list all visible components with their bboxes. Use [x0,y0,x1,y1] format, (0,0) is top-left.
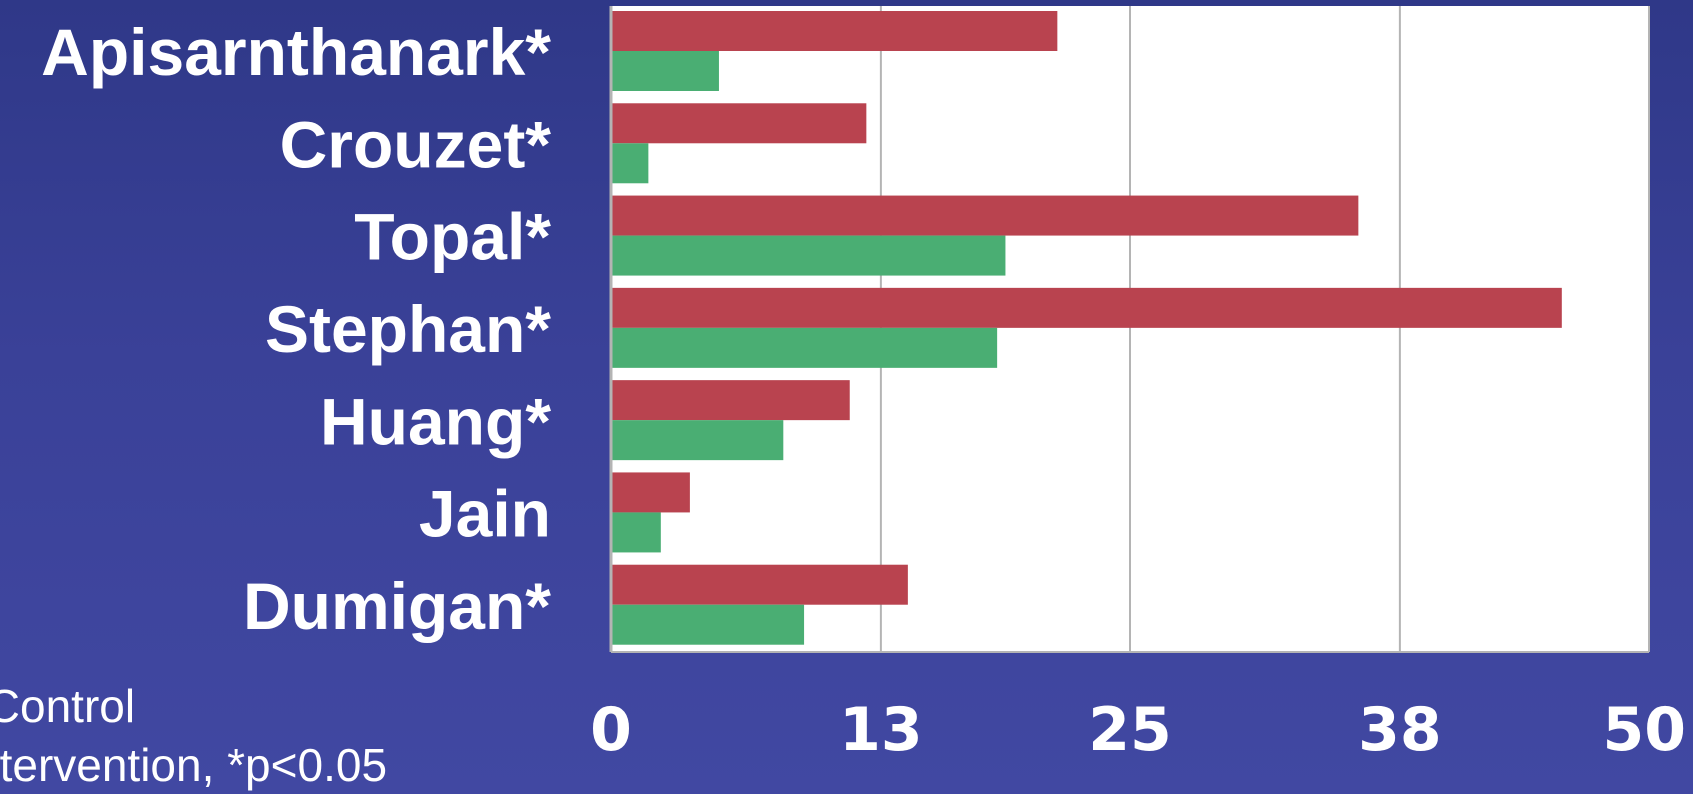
gridlines [879,6,1650,652]
x-tick-label: 38 [1358,695,1442,765]
category-label: Topal* [354,200,551,274]
bar-series-2 [611,235,1006,276]
category-labels: Apisarnthanark* Crouzet* Topal* Stephan* Hua… [41,15,551,643]
bar-series-1 [611,287,1562,328]
category-label: Apisarnthanark* [41,15,551,89]
bar-series-2 [611,420,784,461]
bar-series-1 [611,380,850,421]
bar-series-1 [611,103,867,144]
bar-series-2 [611,512,661,553]
bar-series-1 [611,472,690,513]
category-label: Dumigan* [243,569,551,643]
footnote-control: /Control [0,680,136,732]
bars [611,11,1562,645]
bar-series-1 [611,564,908,605]
bar-series-1 [611,11,1058,51]
axis-lines [609,6,1649,653]
category-label: Jain [419,477,551,551]
bar-series-2 [611,604,805,645]
category-label: Stephan* [265,292,551,366]
x-tick-label: 13 [839,695,923,765]
bar-series-1 [611,195,1359,236]
x-tick-labels: 0 13 25 38 50 [590,695,1686,765]
x-tick-label: 50 [1603,695,1687,765]
footnote-intervention: ntervention, *p<0.05 [0,739,388,791]
bar-series-2 [611,143,649,184]
x-tick-label: 0 [590,695,632,765]
x-tick-label: 25 [1088,695,1172,765]
bar-series-2 [611,51,719,91]
category-label: Huang* [320,384,551,458]
category-label: Crouzet* [280,107,552,181]
bar-series-2 [611,327,998,368]
